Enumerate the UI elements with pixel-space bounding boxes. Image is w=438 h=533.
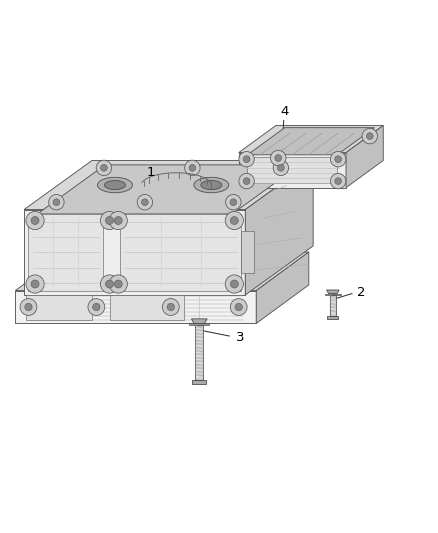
Circle shape	[26, 275, 44, 293]
Circle shape	[225, 212, 244, 230]
Polygon shape	[330, 295, 336, 317]
Circle shape	[235, 303, 242, 311]
Polygon shape	[194, 177, 229, 193]
Circle shape	[137, 195, 152, 210]
Text: 4: 4	[280, 104, 289, 117]
Polygon shape	[327, 290, 339, 294]
Circle shape	[31, 280, 39, 288]
Text: 2: 2	[357, 286, 366, 300]
Polygon shape	[239, 152, 346, 188]
Circle shape	[26, 212, 44, 230]
Polygon shape	[15, 290, 256, 324]
Polygon shape	[201, 181, 222, 190]
Circle shape	[230, 280, 238, 288]
Circle shape	[185, 160, 200, 175]
Circle shape	[96, 160, 112, 175]
Circle shape	[109, 212, 127, 230]
Circle shape	[230, 216, 238, 224]
Polygon shape	[239, 125, 383, 152]
Circle shape	[101, 165, 107, 171]
Polygon shape	[110, 295, 184, 320]
Polygon shape	[256, 252, 309, 324]
Polygon shape	[26, 295, 92, 320]
Polygon shape	[241, 231, 254, 273]
Circle shape	[330, 173, 346, 189]
Circle shape	[367, 133, 373, 140]
Circle shape	[88, 298, 105, 316]
Circle shape	[335, 177, 342, 184]
Circle shape	[243, 156, 250, 163]
Circle shape	[239, 151, 254, 167]
Polygon shape	[28, 214, 103, 290]
Polygon shape	[120, 214, 241, 290]
Polygon shape	[195, 325, 203, 381]
Circle shape	[20, 298, 37, 316]
Polygon shape	[24, 209, 245, 295]
Circle shape	[335, 156, 342, 163]
Circle shape	[31, 216, 39, 224]
Circle shape	[109, 275, 127, 293]
Circle shape	[230, 199, 237, 206]
Circle shape	[273, 160, 289, 175]
Circle shape	[49, 195, 64, 210]
Circle shape	[53, 199, 60, 206]
Circle shape	[141, 199, 148, 206]
Polygon shape	[98, 177, 132, 193]
Text: 3: 3	[236, 332, 244, 344]
Circle shape	[114, 216, 122, 224]
Circle shape	[189, 165, 196, 171]
Circle shape	[100, 275, 119, 293]
Polygon shape	[191, 319, 207, 324]
Circle shape	[106, 280, 113, 288]
Circle shape	[225, 275, 244, 293]
Polygon shape	[245, 160, 313, 295]
Circle shape	[114, 280, 122, 288]
Polygon shape	[325, 294, 341, 295]
Circle shape	[25, 303, 32, 311]
Polygon shape	[247, 128, 374, 155]
Circle shape	[167, 303, 174, 311]
Polygon shape	[346, 125, 383, 188]
Polygon shape	[189, 324, 209, 325]
Circle shape	[106, 216, 113, 224]
Polygon shape	[24, 160, 313, 209]
Polygon shape	[247, 157, 337, 183]
Circle shape	[162, 298, 179, 316]
Circle shape	[100, 212, 119, 230]
Circle shape	[239, 173, 254, 189]
Polygon shape	[37, 165, 300, 214]
Circle shape	[271, 150, 286, 166]
Circle shape	[362, 128, 378, 144]
Circle shape	[275, 155, 282, 161]
Circle shape	[226, 195, 241, 210]
Polygon shape	[327, 317, 339, 319]
Circle shape	[278, 165, 284, 171]
Polygon shape	[15, 252, 309, 290]
Circle shape	[243, 177, 250, 184]
Circle shape	[93, 303, 100, 311]
Polygon shape	[192, 381, 206, 384]
Circle shape	[330, 151, 346, 167]
Polygon shape	[105, 181, 125, 190]
Text: 1: 1	[147, 166, 155, 179]
Circle shape	[230, 298, 247, 316]
